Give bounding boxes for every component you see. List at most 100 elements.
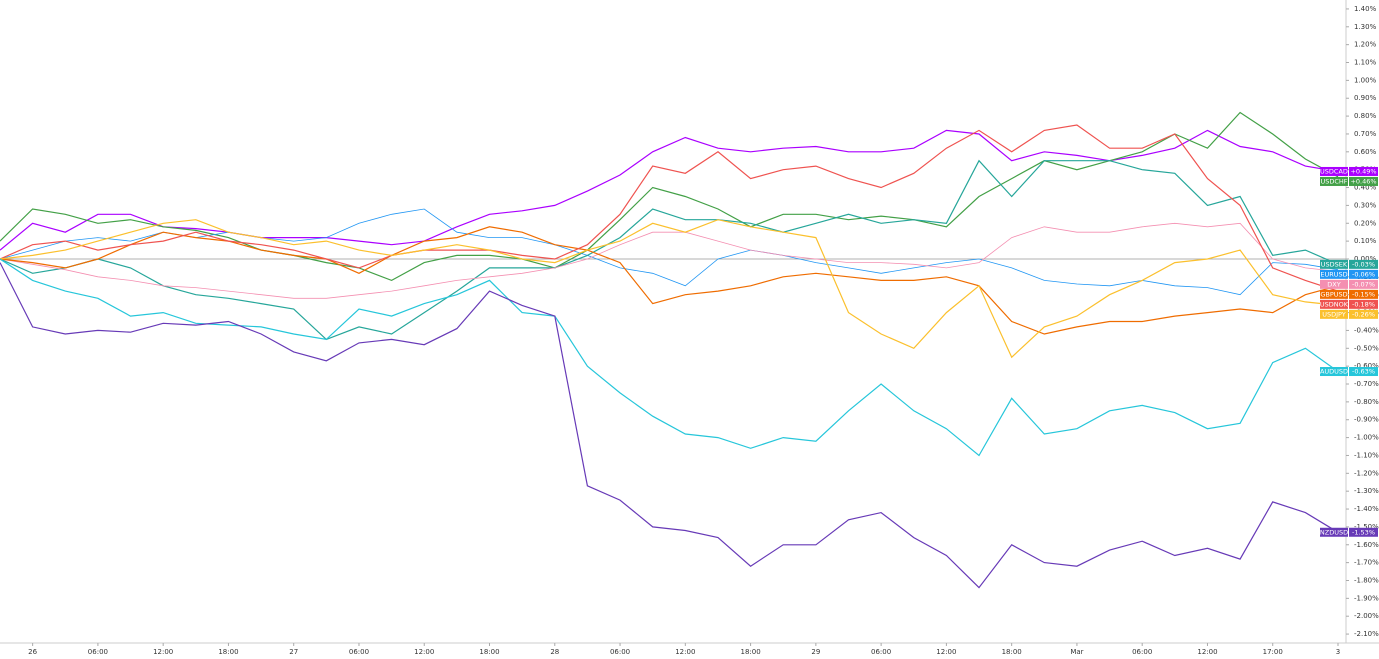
y-tick-label: -0.90% — [1354, 416, 1379, 424]
y-tick-label: -1.30% — [1354, 487, 1379, 495]
tag-name-box — [1320, 309, 1348, 319]
value-label: +0.49% — [1350, 167, 1376, 175]
x-tick-label: 12:00 — [414, 648, 434, 656]
x-tick-label: 12:00 — [675, 648, 695, 656]
x-tick-label: 3 — [1336, 648, 1340, 656]
y-tick-label: -2.10% — [1354, 630, 1379, 638]
value-label: -0.06% — [1352, 270, 1375, 278]
x-tick-label: 28 — [550, 648, 559, 656]
x-tick-label: 18:00 — [479, 648, 499, 656]
x-tick-label: 18:00 — [1002, 648, 1022, 656]
y-tick-label: 0.60% — [1354, 148, 1377, 156]
y-tick-label: -1.50% — [1354, 523, 1379, 531]
y-tick-label: 1.30% — [1354, 23, 1377, 31]
legend-label: USDJPY — [1322, 310, 1346, 318]
x-tick-label: 27 — [289, 648, 298, 656]
tag-value-box — [1349, 259, 1378, 269]
value-label: -0.03% — [1352, 260, 1375, 268]
value-label: -1.53% — [1352, 528, 1375, 536]
x-tick-label: 29 — [811, 648, 820, 656]
y-tick-label: -1.10% — [1354, 451, 1379, 459]
y-tick-label: -1.20% — [1354, 469, 1379, 477]
y-tick-label: 1.00% — [1354, 76, 1377, 84]
y-tick-label: 1.20% — [1354, 41, 1377, 49]
value-label: -0.07% — [1352, 280, 1375, 288]
value-label: -0.15% — [1352, 290, 1375, 298]
tag-value-box — [1349, 367, 1378, 377]
tag-name-box — [1320, 527, 1348, 537]
y-tick-label: -0.80% — [1354, 398, 1379, 406]
tag-name-box — [1320, 166, 1348, 176]
series-line — [0, 222, 1339, 299]
legend-label: USDCHF — [1320, 177, 1347, 185]
x-tick-label: 06:00 — [1132, 648, 1152, 656]
value-label: -0.18% — [1352, 300, 1375, 308]
y-tick-label: -0.50% — [1354, 344, 1379, 352]
tag-name-box — [1320, 299, 1348, 309]
x-tick-label: 12:00 — [1197, 648, 1217, 656]
series-line — [0, 111, 1339, 282]
tag-value-box — [1349, 289, 1378, 299]
tag-name-box — [1320, 279, 1348, 289]
x-tick-label: 06:00 — [88, 648, 108, 656]
series-line — [0, 208, 1339, 296]
y-tick-label: -1.00% — [1354, 434, 1379, 442]
tag-name-box — [1320, 176, 1348, 186]
y-tick-label: -0.70% — [1354, 380, 1379, 388]
tag-name-box — [1320, 367, 1348, 377]
legend-label: EURUSD — [1320, 270, 1347, 278]
tag-name-box — [1320, 269, 1348, 279]
legend-label: GBPUSD — [1320, 290, 1347, 298]
y-tick-label: 0.30% — [1354, 201, 1377, 209]
y-tick-label: -0.60% — [1354, 362, 1379, 370]
value-label: -0.26% — [1352, 310, 1375, 318]
x-tick-label: 06:00 — [871, 648, 891, 656]
legend-label: NZDUSD — [1320, 528, 1348, 536]
y-tick-label: 1.40% — [1354, 5, 1377, 13]
tag-name-box — [1320, 259, 1348, 269]
tag-value-box — [1349, 309, 1378, 319]
value-label: +0.46% — [1350, 177, 1376, 185]
x-tick-label: 18:00 — [740, 648, 760, 656]
y-tick-label: 1.10% — [1354, 59, 1377, 67]
x-tick-label: Mar — [1070, 648, 1083, 656]
series-line — [0, 226, 1339, 335]
tag-value-box — [1349, 176, 1378, 186]
x-tick-label: 12:00 — [153, 648, 173, 656]
series-line — [0, 219, 1339, 359]
y-tick-label: 0.80% — [1354, 112, 1377, 120]
series-line — [0, 258, 1339, 457]
y-tick-label: 0.20% — [1354, 219, 1377, 227]
legend-label: USDNOK — [1320, 300, 1349, 308]
series-line — [0, 124, 1339, 292]
series-line — [0, 262, 1339, 589]
x-tick-label: 12:00 — [936, 648, 956, 656]
y-tick-label: -1.40% — [1354, 505, 1379, 513]
legend-label: DXY — [1327, 280, 1340, 288]
legend-label: USDSEK — [1321, 260, 1348, 268]
y-tick-label: -0.40% — [1354, 326, 1379, 334]
legend-label: AUDUSD — [1320, 368, 1348, 376]
x-tick-label: 18:00 — [218, 648, 238, 656]
x-tick-label: 26 — [28, 648, 37, 656]
y-tick-label: 0.90% — [1354, 94, 1377, 102]
value-label: -0.63% — [1352, 368, 1375, 376]
y-tick-label: 0.00% — [1354, 255, 1377, 263]
tag-value-box — [1349, 527, 1378, 537]
x-tick-label: 06:00 — [610, 648, 630, 656]
y-tick-label: -1.90% — [1354, 594, 1379, 602]
y-tick-label: 0.70% — [1354, 130, 1377, 138]
tag-value-box — [1349, 166, 1378, 176]
y-tick-label: -1.70% — [1354, 559, 1379, 567]
tag-name-box — [1320, 289, 1348, 299]
y-tick-label: 0.40% — [1354, 184, 1377, 192]
y-tick-label: 0.10% — [1354, 237, 1377, 245]
legend-label: USDCAD — [1320, 167, 1348, 175]
y-tick-label: -1.60% — [1354, 541, 1379, 549]
x-tick-label: 17:00 — [1263, 648, 1283, 656]
tag-value-box — [1349, 269, 1378, 279]
y-tick-label: -1.80% — [1354, 576, 1379, 584]
tag-value-box — [1349, 279, 1378, 289]
